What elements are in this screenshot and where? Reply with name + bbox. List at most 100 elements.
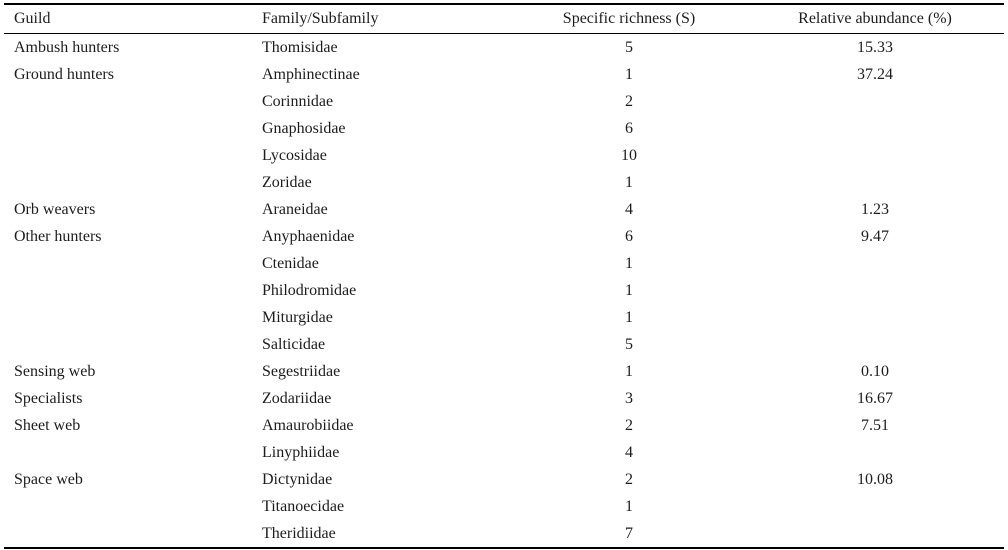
table-row: Salticidae 5 [4,331,1004,358]
table-row: Ctenidae 1 [4,250,1004,277]
guild-cell [4,115,252,142]
richness-cell: 2 [625,470,633,488]
column-header-richness: Specific richness (S) [512,4,746,34]
guild-cell: Sensing web [14,362,96,380]
guild-cell: Orb weavers [14,200,96,218]
family-cell: Corinnidae [262,92,334,110]
family-cell: Anyphaenidae [262,227,355,245]
richness-cell: 3 [625,389,633,407]
guild-richness-table: Guild Family/Subfamily Specific richness… [4,3,1004,549]
richness-cell: 1 [625,308,633,326]
abundance-cell [746,142,1004,169]
table-row: Sheet web Amaurobiidae 2 7.51 [4,412,1004,439]
family-cell: Ctenidae [262,254,319,272]
table-row: Space web Dictynidae 2 10.08 [4,466,1004,493]
family-cell: Araneidae [262,200,328,218]
family-cell: Philodromidae [262,281,357,299]
table-header: Guild Family/Subfamily Specific richness… [4,4,1004,34]
family-cell: Gnaphosidae [262,119,346,137]
richness-cell: 2 [625,416,633,434]
richness-cell: 1 [625,281,633,299]
abundance-cell [746,250,1004,277]
richness-cell: 6 [625,119,633,137]
column-header-guild: Guild [4,4,252,34]
guild-cell [4,277,252,304]
table-row: Gnaphosidae 6 [4,115,1004,142]
family-cell: Amaurobiidae [262,416,354,434]
guild-cell [4,169,252,196]
guild-cell [4,439,252,466]
family-cell: Thomisidae [262,38,338,56]
abundance-cell [746,277,1004,304]
family-cell: Salticidae [262,335,326,353]
abundance-cell [746,169,1004,196]
table-row: Orb weavers Araneidae 4 1.23 [4,196,1004,223]
table-row: Philodromidae 1 [4,277,1004,304]
family-cell: Segestriidae [262,362,341,380]
table-container: Guild Family/Subfamily Specific richness… [4,3,1004,549]
guild-cell [4,331,252,358]
richness-cell: 6 [625,227,633,245]
table-row: Ambush hunters Thomisidae 5 15.33 [4,34,1004,62]
table-row: Linyphiidae 4 [4,439,1004,466]
guild-cell [4,142,252,169]
family-cell: Theridiidae [262,524,336,542]
table-row: Other hunters Anyphaenidae 6 9.47 [4,223,1004,250]
header-row: Guild Family/Subfamily Specific richness… [4,4,1004,34]
family-cell: Linyphiidae [262,443,340,461]
abundance-cell [746,493,1004,520]
table-row: Miturgidae 1 [4,304,1004,331]
table-row: Sensing web Segestriidae 1 0.10 [4,358,1004,385]
table-row: Ground hunters Amphinectinae 1 37.24 [4,61,1004,88]
richness-cell: 5 [625,38,633,56]
family-cell: Lycosidae [262,146,327,164]
guild-cell [4,493,252,520]
guild-cell: Space web [14,470,83,488]
richness-cell: 1 [625,254,633,272]
abundance-cell [746,88,1004,115]
abundance-cell: 16.67 [857,389,893,407]
table-body: Ambush hunters Thomisidae 5 15.33 Ground hun… [4,34,1004,549]
table-row: Titanoecidae 1 [4,493,1004,520]
guild-cell: Other hunters [14,227,102,245]
table-row: Corinnidae 2 [4,88,1004,115]
abundance-cell [746,331,1004,358]
abundance-cell: 15.33 [857,38,893,56]
guild-cell: Specialists [14,389,83,407]
richness-cell: 2 [625,92,633,110]
table-row: Specialists Zodariidae 3 16.67 [4,385,1004,412]
guild-cell [4,88,252,115]
guild-cell [4,520,252,548]
table-row: Theridiidae 7 [4,520,1004,548]
abundance-cell: 7.51 [861,416,889,434]
guild-cell [4,304,252,331]
richness-cell: 1 [625,362,633,380]
column-header-family: Family/Subfamily [252,4,512,34]
richness-cell: 1 [625,497,633,515]
richness-cell: 10 [621,146,637,164]
column-header-abundance: Relative abundance (%) [746,4,1004,34]
guild-cell: Ambush hunters [14,38,120,56]
family-cell: Miturgidae [262,308,333,326]
abundance-cell [746,439,1004,466]
table-row: Lycosidae 10 [4,142,1004,169]
abundance-cell: 10.08 [857,470,893,488]
guild-cell: Ground hunters [14,65,114,83]
richness-cell: 7 [625,524,633,542]
richness-cell: 4 [625,200,633,218]
family-cell: Dictynidae [262,470,333,488]
guild-cell: Sheet web [14,416,81,434]
richness-cell: 5 [625,335,633,353]
richness-cell: 4 [625,443,633,461]
richness-cell: 1 [625,65,633,83]
abundance-cell [746,520,1004,548]
abundance-cell: 37.24 [857,65,893,83]
guild-cell [4,250,252,277]
family-cell: Amphinectinae [262,65,360,83]
richness-cell: 1 [625,173,633,191]
family-cell: Titanoecidae [262,497,345,515]
family-cell: Zodariidae [262,389,332,407]
abundance-cell: 0.10 [861,362,889,380]
abundance-cell [746,304,1004,331]
abundance-cell: 1.23 [861,200,889,218]
